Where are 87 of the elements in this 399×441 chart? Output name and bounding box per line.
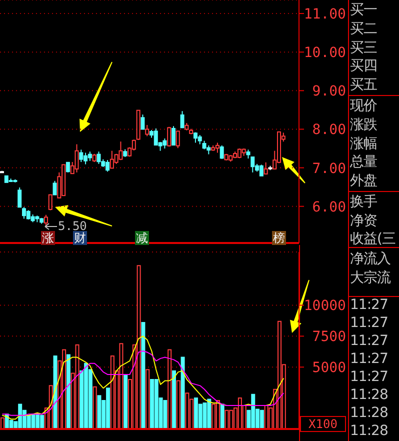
- bar: [92, 386, 97, 429]
- text: 买二: [350, 20, 377, 38]
- annotation: 财: [73, 231, 87, 245]
- candlestick: [140, 114, 145, 130]
- bar: [97, 395, 102, 429]
- text: 11:27: [350, 350, 388, 368]
- candlestick: [52, 180, 57, 196]
- bar: [229, 410, 234, 429]
- text: 现价: [350, 97, 377, 115]
- text: 11:28: [350, 404, 388, 422]
- text: 买四: [350, 57, 377, 76]
- text: 净资: [350, 212, 377, 230]
- bar: [260, 410, 264, 429]
- text: 11:27: [350, 368, 388, 386]
- text: 11:28: [350, 386, 388, 404]
- candlestick: [118, 141, 123, 161]
- annotation: 5.50: [58, 219, 87, 233]
- bar: [141, 322, 146, 429]
- y-tick-label: 7500: [312, 329, 346, 346]
- bar: [220, 404, 224, 429]
- annotation: 涨: [41, 231, 55, 245]
- candlestick: [198, 134, 202, 145]
- candlestick: [88, 151, 92, 162]
- y-tick-label: 6.00: [312, 199, 346, 216]
- bar: [185, 392, 190, 429]
- bar: [264, 404, 268, 429]
- text: 涨跌: [350, 116, 377, 134]
- text: 11:28: [350, 422, 388, 440]
- bar: [136, 265, 141, 429]
- candlestick: [96, 151, 101, 164]
- annotation: 榜: [272, 231, 286, 245]
- candlestick: [176, 130, 180, 149]
- line-series: [2, 336, 284, 420]
- bar: [168, 349, 172, 429]
- candlestick: [66, 162, 70, 173]
- bar: [124, 374, 128, 429]
- annotation: 减: [135, 231, 149, 245]
- candlestick: [171, 126, 176, 146]
- candlestick: [220, 144, 224, 160]
- text: 11:27: [350, 314, 388, 332]
- bar: [176, 380, 180, 429]
- bar: [172, 370, 176, 429]
- text: 收益(三: [350, 230, 396, 248]
- candlestick: [162, 138, 167, 149]
- candlestick: [259, 164, 264, 176]
- candlestick: [264, 162, 268, 174]
- candlestick: [215, 142, 220, 154]
- text: 换手: [350, 193, 377, 211]
- text: 总量: [350, 153, 377, 172]
- bar: [53, 355, 58, 429]
- bar: [202, 402, 207, 429]
- candlestick: [250, 156, 255, 173]
- candlestick: [18, 186, 22, 208]
- text: 净流入: [350, 250, 390, 268]
- candlestick: [145, 124, 150, 137]
- candlestick: [74, 144, 79, 173]
- bar: [180, 356, 185, 429]
- y-tick-label: 8.00: [312, 122, 346, 138]
- candlestick: [79, 149, 84, 162]
- candlestick: [44, 214, 48, 226]
- bar: [212, 404, 216, 429]
- text: 买一: [350, 1, 377, 19]
- text: 涨幅: [350, 134, 377, 153]
- text: 11:27: [350, 332, 388, 350]
- bar: [216, 400, 220, 429]
- candlestick: [48, 194, 52, 211]
- bar: [66, 354, 70, 429]
- y-tick-label: 5000: [312, 360, 346, 376]
- text: 外盘: [350, 172, 377, 190]
- text: 买五: [350, 76, 377, 94]
- y-tick-label: 10000: [304, 298, 346, 314]
- bar: [207, 398, 212, 429]
- candlestick: [180, 110, 184, 129]
- y-tick-label: 11.00: [304, 6, 346, 22]
- line-series: [2, 350, 284, 416]
- text: X100: [300, 416, 346, 432]
- bar: [119, 343, 124, 429]
- text: 买三: [350, 38, 377, 57]
- bar: [163, 400, 168, 429]
- text: 11:27: [350, 296, 388, 314]
- y-tick-label: 9.00: [312, 84, 346, 100]
- y-tick-label: 10.00: [304, 45, 346, 62]
- text: 大宗流: [350, 269, 390, 287]
- bar: [224, 410, 229, 429]
- bar: [146, 369, 150, 429]
- bar: [75, 344, 80, 429]
- y-tick-label: 7.00: [312, 160, 346, 177]
